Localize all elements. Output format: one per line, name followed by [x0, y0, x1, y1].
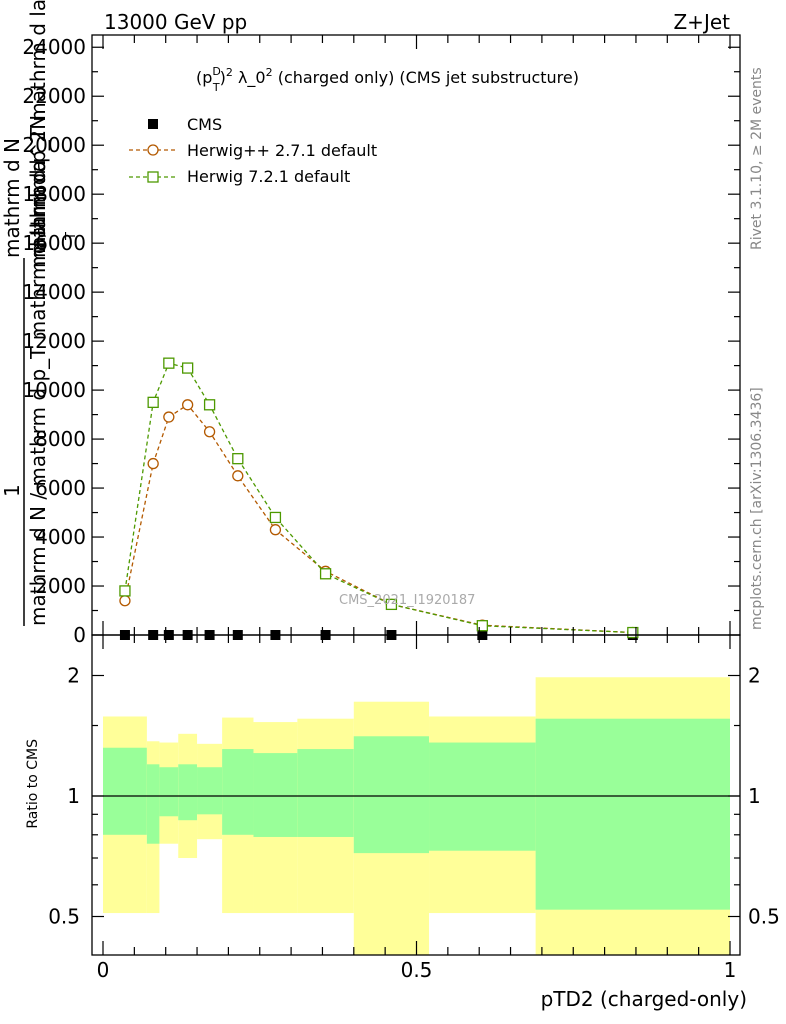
y-label-den: mathrm d N / mathrm d p_T mathrm d lambd…: [26, 160, 50, 626]
ratio-y-tick-label: 0.5: [48, 905, 80, 929]
herwig7-point: [385, 598, 398, 611]
herwigpp-point: [232, 470, 244, 482]
series-line: [124, 362, 633, 634]
ratio-x-ticks: 0 0.5 1: [97, 635, 737, 982]
ratio-band-green: [429, 742, 536, 851]
herwigpp-point: [269, 524, 282, 536]
y-tick-label: 6000: [35, 476, 86, 500]
legend-marker-herwigpp: [147, 144, 159, 156]
ratio-y-tick-label-right: 2: [748, 664, 761, 688]
plot-title: (pD T)2 λ_02 (charged only) (CMS jet subs…: [196, 65, 579, 94]
ratio-band-green: [103, 747, 147, 835]
herwig7-point: [147, 396, 159, 408]
y-tick-label: 24000: [22, 35, 86, 59]
main-plot-y-label: mathrm d^2N mathrm d p_T mathrm d lambda…: [0, 0, 79, 626]
main-plot-marks: [119, 357, 639, 640]
legend-label-herwig7: Herwig 7.2.1 default: [187, 167, 350, 186]
herwig7-point: [319, 568, 332, 580]
ratio-y-tick-label: 1: [67, 784, 80, 808]
y-tick-label: 14000: [22, 280, 86, 304]
y-tick-label: 4000: [35, 525, 86, 549]
y-label-num: mathrm d N: [0, 138, 24, 258]
y-tick-label: 22000: [22, 84, 86, 108]
y-tick-label: 2000: [35, 574, 86, 598]
ratio-band-green: [353, 736, 430, 854]
ratio-y-label: Ratio to CMS: [25, 739, 41, 829]
herwigpp-point: [119, 595, 131, 607]
ratio-band-green: [197, 767, 223, 815]
herwig7-point: [203, 399, 216, 411]
ratio-bands: [103, 677, 730, 955]
herwigpp-point: [147, 457, 159, 470]
ratio-band-green: [146, 764, 160, 844]
y-tick-label: 16000: [22, 231, 86, 255]
analysis-watermark: CMS_2021_I1920187: [339, 593, 475, 608]
main-plot-x-ticks: [102, 35, 731, 635]
herwig7-point: [269, 511, 282, 524]
ratio-y-tick-label-right: 0.5: [748, 905, 780, 929]
y-tick-label: 0: [73, 623, 86, 647]
ratio-plot: 0.5 0.51 12 2 0 0.5 1 Ratio to CMS pTD2 (char…: [25, 634, 780, 1011]
ratio-band-green: [222, 749, 254, 835]
herwig7-point: [232, 453, 244, 465]
y-label-garble-3: T: [64, 232, 79, 241]
herwig7-point: [163, 357, 175, 369]
rivet-version-label: Rivet 3.1.10, ≥ 2M events: [749, 67, 765, 250]
header-energy: 13000 GeV pp: [104, 10, 247, 34]
mcplots-label: mcplots.cern.ch [arXiv:1306.3436]: [749, 387, 765, 630]
herwig7-point: [627, 626, 639, 639]
herwig7-point: [476, 620, 488, 632]
legend-label-cms: CMS: [187, 115, 222, 134]
ratio-band-green: [159, 767, 179, 817]
ratio-band-green: [178, 764, 198, 821]
header-process: Z+Jet: [673, 10, 730, 34]
ratio-band-green: [535, 718, 730, 910]
series-2: [119, 357, 639, 639]
x-tick-label: 0.5: [401, 958, 433, 982]
ratio-y-ticks: 0.5 0.5 1 1 2 2: [48, 664, 780, 929]
legend-marker-herwig7: [147, 171, 159, 183]
y-label-garble-2: mathrm d p_T mathrm d lambda: [26, 0, 50, 268]
x-tick-label: 0: [97, 958, 110, 982]
y-tick-label: 10000: [22, 378, 86, 402]
ratio-y-tick-label-right: 1: [748, 784, 761, 808]
y-label-garble-1: mathrm d^2N: [26, 115, 50, 258]
legend-marker-cms: [148, 119, 158, 129]
main-plot-y-ticks: 0 2000 4000 6000 8000 10000 12000 14000 16000 180…: [22, 35, 740, 647]
legend: CMS Herwig++ 2.7.1 default Herwig 7.2.1 …: [129, 115, 377, 186]
x-tick-label: 1: [724, 958, 737, 982]
main-plot: 0 2000 4000 6000 8000 10000 12000 14000 16000 180…: [0, 0, 741, 647]
herwig7-point: [119, 585, 131, 597]
y-label-one: 1: [0, 484, 24, 497]
herwigpp-point: [181, 399, 194, 411]
herwigpp-point: [203, 426, 216, 438]
y-tick-label: 20000: [22, 133, 86, 157]
legend-label-herwigpp: Herwig++ 2.7.1 default: [187, 141, 377, 160]
ratio-band-green: [253, 753, 298, 837]
herwig7-point: [181, 362, 194, 374]
x-axis-label: pTD2 (charged-only): [541, 987, 747, 1011]
y-tick-label: 8000: [35, 427, 86, 451]
ratio-y-tick-label: 2: [67, 664, 80, 688]
ratio-band-green: [297, 749, 354, 837]
y-tick-label: 12000: [22, 329, 86, 353]
y-tick-label: 18000: [22, 182, 86, 206]
herwigpp-point: [163, 411, 175, 423]
